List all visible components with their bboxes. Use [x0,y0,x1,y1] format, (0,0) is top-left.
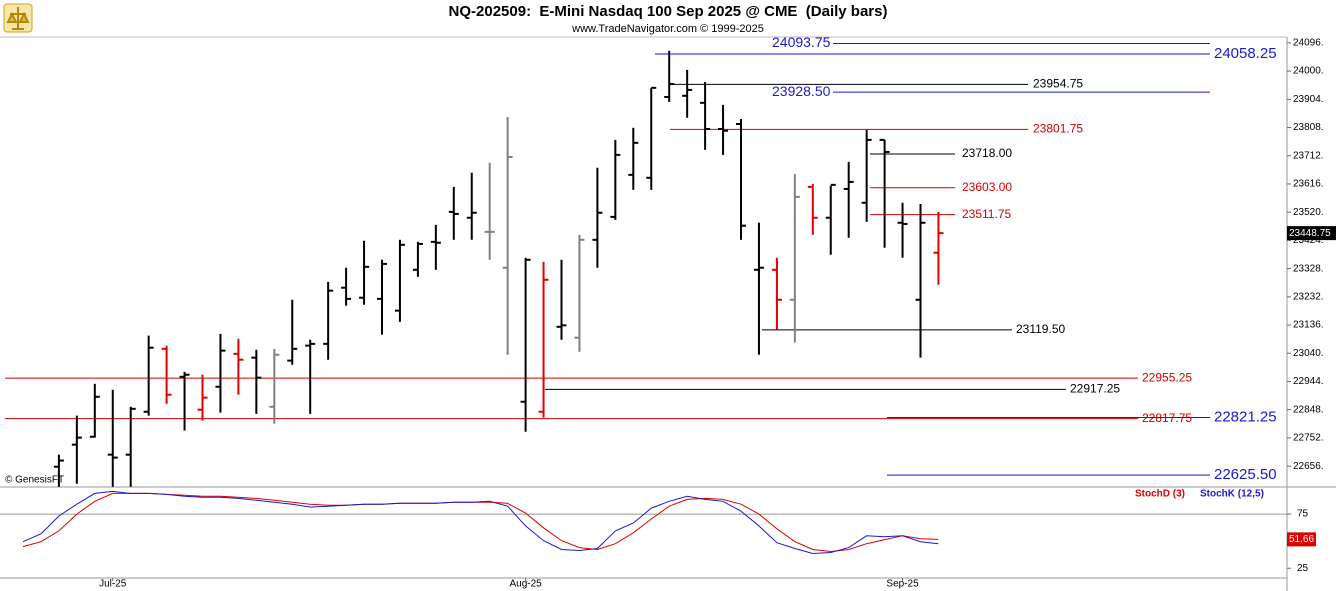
x-tick-label: Aug-25 [509,579,542,590]
last-price-label: 23448.75 [1289,228,1331,239]
y-tick-label: 23040. [1293,348,1324,359]
y-tick-label: 25 [1297,563,1309,574]
y-tick-label: 23328. [1293,263,1324,274]
last-price-box [1287,226,1336,241]
y-tick-label: 23424. [1293,235,1324,246]
y-tick-label: 22944. [1293,376,1324,387]
y-tick-label: 23808. [1293,122,1324,133]
y-tick-label: 23712. [1293,150,1324,161]
level-label: 23928.50 [772,83,831,99]
y-tick-label: 23520. [1293,207,1324,218]
stoch-line [22,490,939,555]
y-tick-label: 23136. [1293,320,1324,331]
y-tick-label: 23232. [1293,291,1324,302]
y-tick-label: 22848. [1293,404,1324,415]
legend-entry: StochK (12,5) [1200,489,1264,500]
chart-title: NQ-202509: E-Mini Nasdaq 100 Sep 2025 @ … [449,3,888,20]
logo [3,3,33,33]
level-label: 23119.50 [1016,322,1065,336]
level-label: 23801.75 [1033,122,1083,136]
y-tick-label: 23904. [1293,94,1324,105]
level-label: 23603.00 [962,180,1012,194]
level-label: 23954.75 [1033,77,1083,91]
level-label: 22955.25 [1142,370,1192,384]
y-tick-label: 22656. [1293,461,1324,472]
y-tick-label: 24000. [1293,66,1324,77]
y-tick-label: 23616. [1293,179,1324,190]
level-label: 24093.75 [772,34,831,50]
chart-subtitle: www.TradeNavigator.com © 1999-2025 [571,23,764,35]
logo-scale [6,7,30,30]
y-tick-label: 22752. [1293,433,1324,444]
y-tick-label: 75 [1297,509,1309,520]
level-label: 22821.25 [1214,409,1277,426]
x-tick-label: Jul-25 [99,579,127,590]
level-label: 22625.50 [1214,466,1277,483]
level-label: 23511.75 [962,207,1011,221]
y-tick-label: 24096. [1293,38,1324,49]
level-label: 24058.25 [1214,45,1277,62]
level-label: 22917.25 [1070,382,1120,396]
last-value-box [1287,532,1316,547]
legend-entry: StochD (3) [1135,489,1185,500]
credit: © GenesisFT [5,475,64,486]
last-value-label: 51.66 [1289,534,1314,545]
level-label: 23718.00 [962,146,1012,160]
x-tick-label: Sep-25 [886,579,919,590]
